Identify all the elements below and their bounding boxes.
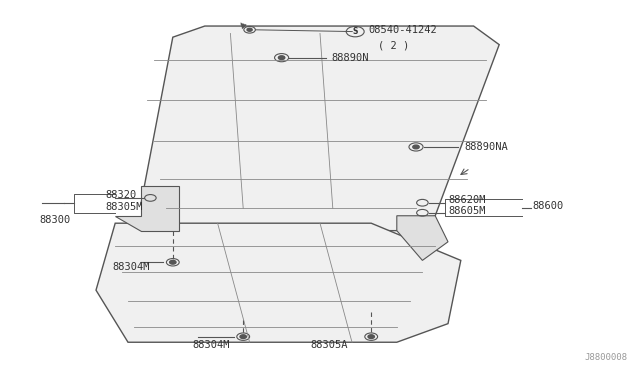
Text: 88305M: 88305M <box>106 202 143 212</box>
Circle shape <box>240 335 246 339</box>
Text: 88620M: 88620M <box>448 195 486 205</box>
Circle shape <box>413 145 419 149</box>
Circle shape <box>368 335 374 339</box>
Polygon shape <box>96 223 461 342</box>
Text: 88304M: 88304M <box>112 262 150 272</box>
Text: 88600: 88600 <box>532 201 564 211</box>
Text: 88300: 88300 <box>40 215 71 225</box>
Text: 88304M: 88304M <box>192 340 230 350</box>
Text: J8800008: J8800008 <box>584 353 627 362</box>
Text: S: S <box>353 27 358 36</box>
Circle shape <box>247 28 252 31</box>
Text: 88320: 88320 <box>106 190 137 200</box>
Text: 88605M: 88605M <box>448 206 486 216</box>
Polygon shape <box>141 26 499 231</box>
Text: 88305A: 88305A <box>310 340 348 350</box>
Circle shape <box>278 56 285 60</box>
Polygon shape <box>397 216 448 260</box>
Text: ▲: ▲ <box>237 19 249 30</box>
Text: 88890N: 88890N <box>332 53 369 62</box>
Text: 08540-41242: 08540-41242 <box>368 25 436 35</box>
Circle shape <box>170 260 176 264</box>
Polygon shape <box>115 186 179 231</box>
Text: ( 2 ): ( 2 ) <box>378 41 409 51</box>
Text: 88890NA: 88890NA <box>464 142 508 152</box>
